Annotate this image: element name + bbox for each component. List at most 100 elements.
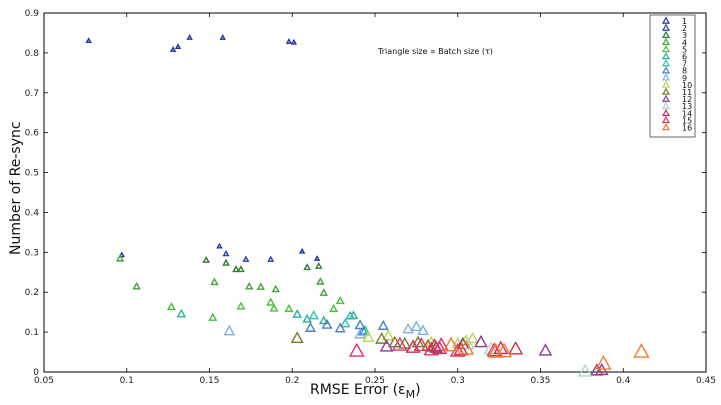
data-point-series-5 <box>335 295 345 305</box>
x-axis-label-main: RMSE Error (ε <box>310 382 406 398</box>
data-point-series-5 <box>329 303 339 313</box>
data-point-series-5 <box>266 297 276 306</box>
legend-marker-6 <box>661 52 671 60</box>
legend-marker-16 <box>661 123 671 131</box>
data-point-series-1 <box>169 46 177 52</box>
y-tick-label: 0.6 <box>25 129 40 139</box>
legend-marker-1 <box>661 16 671 24</box>
data-point-series-8 <box>334 322 346 333</box>
x-axis-label: RMSE Error (εM) <box>310 382 421 401</box>
x-tick-label: 0.3 <box>451 376 465 386</box>
data-point-series-1 <box>186 34 193 40</box>
data-point-series-2 <box>267 255 275 262</box>
data-point-series-8 <box>321 318 333 329</box>
data-point-series-1 <box>219 34 226 40</box>
legend-marker-15 <box>661 115 671 124</box>
data-point-series-1 <box>313 255 321 261</box>
legend-marker-12 <box>661 94 671 102</box>
data-point-series-12 <box>538 343 553 356</box>
data-point-series-8 <box>304 322 316 332</box>
data-point-series-15 <box>433 337 450 352</box>
data-point-series-4 <box>245 281 254 290</box>
y-tick-label: 0.7 <box>25 89 39 99</box>
data-points <box>85 34 650 377</box>
legend-label-6: 6 <box>682 53 687 62</box>
data-point-series-5 <box>269 303 279 312</box>
data-point-series-4 <box>256 282 265 290</box>
y-tick-label: 0.2 <box>25 288 39 298</box>
legend-label-2: 2 <box>682 24 687 33</box>
legend-marker-10 <box>661 80 671 88</box>
data-point-series-6 <box>318 315 329 325</box>
data-point-series-15 <box>391 336 408 351</box>
legend-marker-9 <box>661 73 671 81</box>
data-point-series-9 <box>354 328 366 339</box>
data-point-series-15 <box>413 337 430 352</box>
data-point-series-9 <box>402 322 414 334</box>
data-point-series-3 <box>314 261 323 269</box>
data-point-series-4 <box>316 277 325 285</box>
data-point-series-1 <box>85 37 92 44</box>
data-point-series-4 <box>210 277 219 286</box>
legend-marker-7 <box>661 59 671 67</box>
data-point-series-4 <box>319 288 328 296</box>
data-point-series-1 <box>285 38 293 44</box>
legend-label-4: 4 <box>682 38 687 47</box>
x-tick-label: 0.2 <box>285 376 299 386</box>
x-tick-label: 0.15 <box>199 376 219 386</box>
data-point-series-16 <box>457 339 475 355</box>
data-point-series-16 <box>495 342 513 358</box>
data-point-series-16 <box>595 355 612 370</box>
legend-label-11: 11 <box>682 88 692 97</box>
legend-label-1: 1 <box>682 17 687 26</box>
data-point-series-7 <box>340 317 351 328</box>
data-point-series-15 <box>423 341 440 356</box>
x-tick-label: 0.05 <box>34 376 54 386</box>
legend-marker-11 <box>661 87 671 95</box>
data-point-series-15 <box>348 342 365 357</box>
annotation-text: Triangle size ∝ Batch size (τ) <box>377 47 493 56</box>
legend-label-13: 13 <box>682 102 692 111</box>
data-point-series-13 <box>577 363 593 377</box>
data-point-series-9 <box>223 324 236 336</box>
data-point-series-14 <box>508 340 524 355</box>
legend-label-14: 14 <box>682 109 692 118</box>
legend-label-5: 5 <box>682 45 687 54</box>
data-point-series-15 <box>486 342 503 357</box>
data-point-series-4 <box>271 284 280 293</box>
y-tick-label: 0.9 <box>25 9 40 19</box>
legend-label-12: 12 <box>682 95 692 104</box>
legend-marker-5 <box>661 44 671 53</box>
data-point-series-10 <box>362 330 375 342</box>
data-point-series-5 <box>166 301 176 311</box>
data-point-series-8 <box>377 320 389 330</box>
data-point-series-1 <box>118 251 125 258</box>
data-point-series-1 <box>290 38 298 45</box>
legend-label-10: 10 <box>682 81 692 90</box>
legend-label-9: 9 <box>682 74 687 83</box>
legend-marker-8 <box>661 66 671 74</box>
x-tick-label: 0.45 <box>696 376 716 386</box>
axis-ticks: 0.05 0.1 0.15 0.2 0.25 0.3 0.35 0.4 0.4500.10.20… <box>25 9 716 386</box>
x-axis-label-sub: M <box>406 388 416 401</box>
data-point-series-6 <box>348 310 359 320</box>
data-point-series-6 <box>292 309 303 318</box>
legend-label-7: 7 <box>682 60 687 69</box>
data-point-series-11 <box>375 332 389 344</box>
data-point-series-5 <box>284 303 294 313</box>
legend-marker-4 <box>661 37 671 46</box>
data-point-series-2 <box>222 249 230 257</box>
data-point-series-7 <box>308 309 319 320</box>
x-tick-label: 0.1 <box>120 376 134 386</box>
data-point-series-1 <box>298 247 306 254</box>
data-point-series-11 <box>411 335 425 348</box>
x-tick-label: 0.25 <box>365 376 385 386</box>
y-tick-label: 0.4 <box>25 208 40 218</box>
data-point-series-7 <box>359 324 371 335</box>
y-axis-label: Number of Re-sync <box>8 121 24 255</box>
x-axis-label-close: ) <box>415 382 420 398</box>
data-point-series-16 <box>442 336 460 352</box>
data-point-series-11 <box>290 331 304 344</box>
